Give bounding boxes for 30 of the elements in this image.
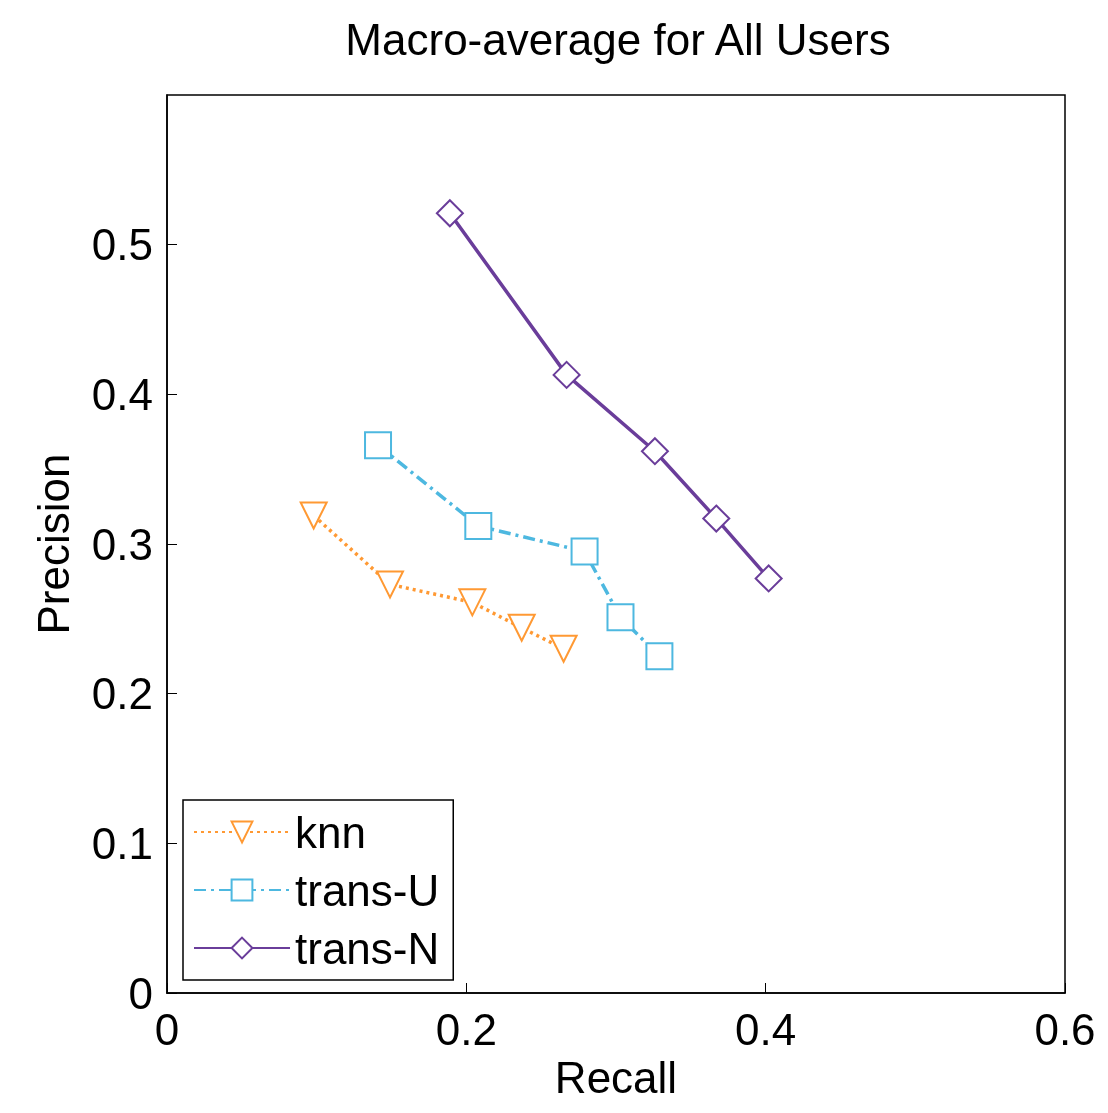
point — [552, 360, 581, 389]
point — [754, 564, 783, 593]
point — [458, 588, 487, 617]
legend-label: trans-U — [295, 865, 440, 915]
point — [702, 504, 731, 533]
legend-label: trans-N — [295, 923, 440, 973]
y-tick-label: 0 — [128, 968, 153, 1018]
x-tick-label: 0.4 — [735, 1004, 797, 1054]
y-tick-label: 0.4 — [91, 369, 153, 419]
x-axis-title: Recall — [554, 1053, 678, 1103]
point — [570, 537, 599, 566]
point — [364, 431, 393, 460]
y-tick-label: 0.1 — [91, 818, 153, 868]
chart-title: Macro-average for All Users — [345, 14, 891, 64]
point — [435, 199, 464, 228]
legend-label: knn — [295, 807, 366, 857]
point — [299, 501, 328, 530]
y-axis-title: Precision — [28, 453, 78, 635]
y-tick-label: 0.3 — [91, 519, 153, 569]
point — [606, 603, 635, 632]
y-tick-label: 0.2 — [91, 669, 153, 719]
point — [507, 613, 536, 642]
point — [376, 570, 404, 599]
point — [645, 642, 674, 671]
point — [464, 512, 493, 541]
x-tick-label: 0.6 — [1034, 1004, 1096, 1054]
point — [549, 634, 578, 663]
x-tick-label: 0.2 — [435, 1004, 497, 1054]
y-tick-label: 0.5 — [91, 220, 153, 270]
point — [640, 437, 669, 466]
